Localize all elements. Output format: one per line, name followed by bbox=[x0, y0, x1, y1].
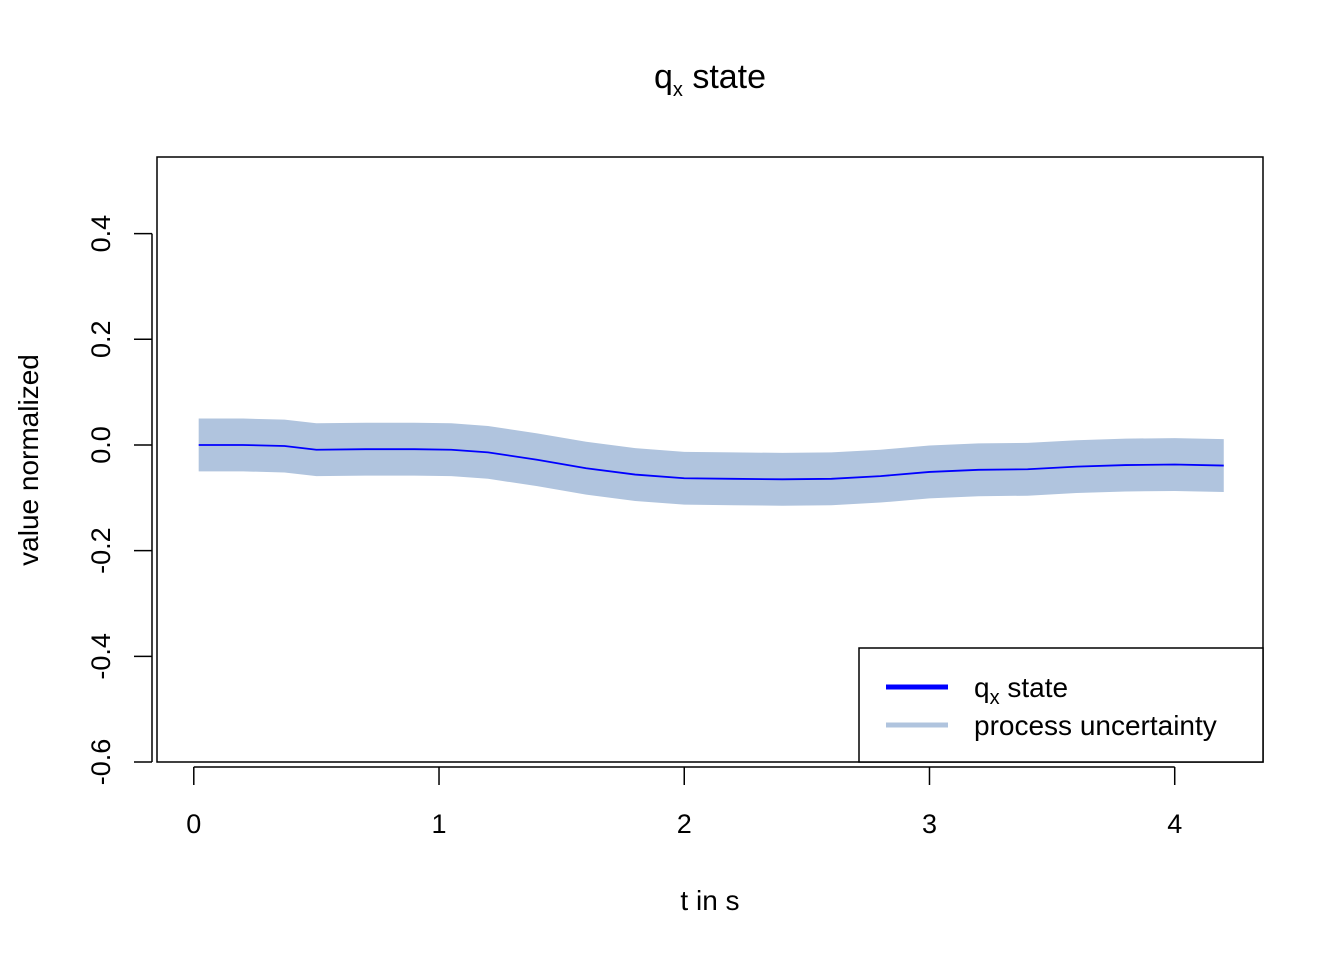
y-tick-label: 0.4 bbox=[86, 215, 116, 253]
plot-area bbox=[198, 418, 1224, 506]
x-tick-label: 3 bbox=[922, 809, 937, 839]
y-tick-label: -0.2 bbox=[86, 527, 116, 574]
chart-title-main: q bbox=[654, 58, 673, 96]
x-axis: 0 1 2 3 4 bbox=[186, 766, 1182, 839]
legend-label-state-rest: state bbox=[1000, 672, 1068, 703]
legend-label-state-main: q bbox=[974, 672, 990, 703]
x-tick-label: 4 bbox=[1167, 809, 1182, 839]
x-tick-label: 2 bbox=[677, 809, 692, 839]
legend: qx state process uncertainty bbox=[858, 647, 1264, 763]
plot-frame bbox=[156, 156, 1264, 763]
legend-label-state-subscript: x bbox=[990, 687, 1000, 709]
legend-label-state: qx state bbox=[974, 672, 1068, 709]
x-tick-label: 1 bbox=[432, 809, 447, 839]
legend-box bbox=[858, 647, 1264, 763]
chart-title: qx state bbox=[654, 58, 766, 101]
x-tick-label: 0 bbox=[186, 809, 201, 839]
y-tick-label: 0.2 bbox=[86, 321, 116, 359]
y-tick-label: 0.0 bbox=[86, 426, 116, 464]
y-tick-label: -0.6 bbox=[86, 739, 116, 786]
uncertainty-band bbox=[198, 418, 1224, 506]
y-axis: -0.6 -0.4 -0.2 0.0 0.2 0.4 bbox=[86, 215, 153, 786]
state-line bbox=[198, 444, 1224, 481]
y-axis-label: value normalized bbox=[13, 354, 44, 566]
y-tick-label: -0.4 bbox=[86, 633, 116, 680]
x-axis-label: t in s bbox=[680, 885, 739, 916]
chart-title-subscript: x bbox=[673, 79, 683, 101]
legend-label-uncertainty: process uncertainty bbox=[974, 710, 1217, 741]
chart-title-rest: state bbox=[683, 58, 766, 96]
